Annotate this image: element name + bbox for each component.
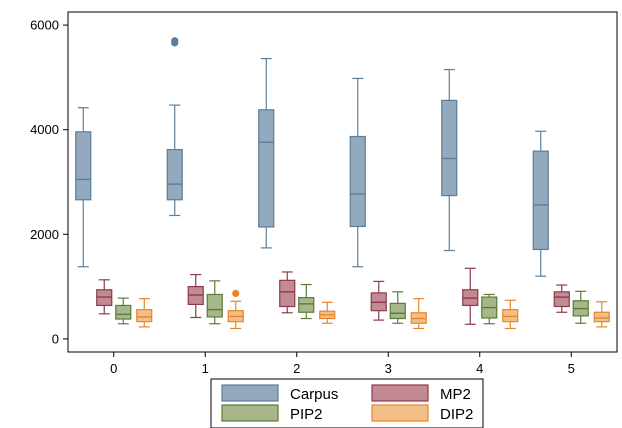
iqr-box <box>136 309 153 323</box>
y-tick-label: 6000 <box>30 18 59 33</box>
iqr-box <box>441 99 458 197</box>
box-pip2-5 <box>572 290 589 324</box>
box-dip2-5 <box>593 301 610 328</box>
box-mp2-1 <box>187 273 204 319</box>
y-tick-label: 0 <box>52 331 59 346</box>
x-tick-label: 3 <box>385 361 392 376</box>
legend-label-pip2: PIP2 <box>290 406 323 423</box>
box-pip2-3 <box>389 291 406 324</box>
iqr-box <box>502 309 519 323</box>
box-pip2-4 <box>481 293 498 325</box>
iqr-box <box>553 291 570 308</box>
legend-label-dip2: DIP2 <box>440 406 473 423</box>
y-tick-label: 2000 <box>30 227 59 242</box>
plot-frame <box>67 11 618 353</box>
iqr-box <box>258 109 275 228</box>
box-dip2-2 <box>319 301 336 324</box>
legend: Carpus MP2 PIP2 DIP2 <box>210 378 484 428</box>
box-mp2-5 <box>553 284 570 313</box>
box-pip2-1 <box>206 280 223 325</box>
box-groups <box>75 37 610 330</box>
iqr-box <box>349 135 366 228</box>
box-pip2-0 <box>115 297 132 325</box>
x-tick-label: 2 <box>293 361 300 376</box>
box-dip2-1 <box>227 289 244 330</box>
box-carpus-3 <box>349 77 366 268</box>
legend-swatch-pip2 <box>221 404 279 422</box>
box-mp2-3 <box>370 280 387 321</box>
box-carpus-2 <box>258 57 275 249</box>
legend-label-carpus: Carpus <box>290 386 338 403</box>
box-mp2-2 <box>279 271 296 314</box>
box-mp2-4 <box>462 267 479 325</box>
box-dip2-0 <box>136 298 153 328</box>
legend-label-mp2: MP2 <box>440 386 471 403</box>
box-dip2-4 <box>502 299 519 330</box>
outlier-point <box>171 37 179 45</box>
box-carpus-4 <box>441 68 458 252</box>
iqr-box <box>75 131 92 201</box>
y-tick-label: 4000 <box>30 122 59 137</box>
box-mp2-0 <box>96 279 113 315</box>
box-pip2-2 <box>298 283 315 320</box>
iqr-box <box>593 311 610 323</box>
box-dip2-3 <box>410 298 427 330</box>
legend-swatch-carpus <box>221 384 279 402</box>
iqr-box <box>206 293 223 318</box>
box-carpus-5 <box>532 130 549 277</box>
box-carpus-1 <box>166 37 183 217</box>
legend-swatch-mp2 <box>371 384 429 402</box>
iqr-box <box>532 150 549 251</box>
iqr-box <box>115 304 132 320</box>
x-tick-label: 5 <box>568 361 575 376</box>
outlier-point <box>232 289 240 298</box>
x-tick-label: 0 <box>110 361 117 376</box>
iqr-box <box>279 279 296 308</box>
iqr-box <box>166 148 183 201</box>
chart-axes: 0 2000 4000 6000 0 1 2 3 4 5 <box>30 11 618 376</box>
x-tick-label: 1 <box>202 361 209 376</box>
box-carpus-0 <box>75 107 92 268</box>
iqr-box <box>298 297 315 313</box>
x-tick-label: 4 <box>476 361 483 376</box>
iqr-box <box>389 302 406 320</box>
legend-swatch-dip2 <box>371 404 429 422</box>
